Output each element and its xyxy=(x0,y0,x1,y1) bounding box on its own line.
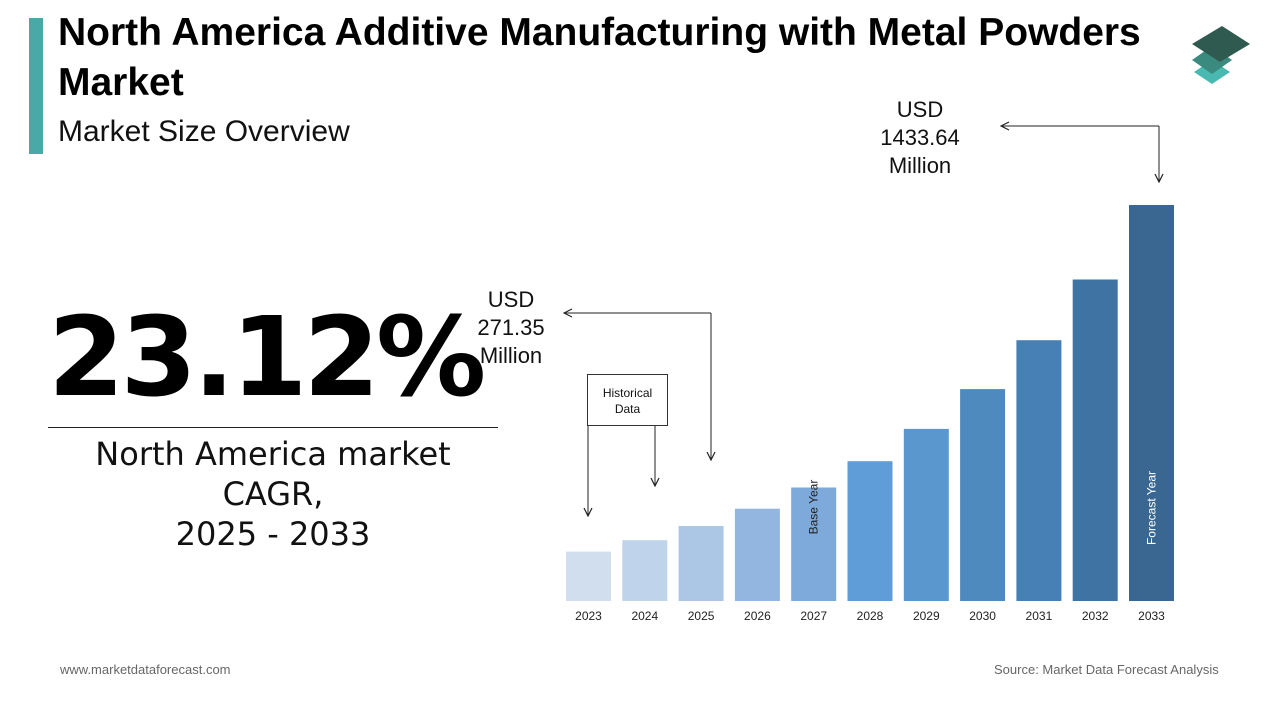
callout-2025-currency: USD xyxy=(487,287,535,312)
callout-2033-amount: 1433.64 xyxy=(880,125,960,150)
callout-2033-value: USD 1433.64 Million xyxy=(862,96,978,180)
bar-2027 xyxy=(791,487,837,601)
x-tick-label-2032: 2032 xyxy=(1082,609,1109,623)
bar-2023 xyxy=(566,551,611,601)
bar-2031 xyxy=(1016,340,1062,601)
x-tick-label-2031: 2031 xyxy=(1026,609,1053,623)
historical-label-line1: Historical xyxy=(602,386,653,400)
bar-2028 xyxy=(847,461,893,601)
x-tick-label-2033: 2033 xyxy=(1138,609,1165,623)
bar-2033 xyxy=(1129,205,1174,601)
x-tick-label-2025: 2025 xyxy=(688,609,715,623)
cagr-caption-line1: North America market xyxy=(95,435,451,473)
historical-label-line2: Data xyxy=(614,402,641,416)
bar-2025 xyxy=(678,526,724,601)
bar-2030 xyxy=(960,389,1006,601)
page-subtitle: Market Size Overview xyxy=(58,115,350,148)
footer-source: Source: Market Data Forecast Analysis xyxy=(994,662,1219,677)
cagr-caption: North America market CAGR, 2025 - 2033 xyxy=(48,434,498,554)
callout-2025-amount: 271.35 xyxy=(477,315,545,340)
callout-2025-value: USD 271.35 Million xyxy=(466,286,556,370)
bar-2029 xyxy=(903,428,949,601)
x-tick-label-2027: 2027 xyxy=(800,609,827,623)
bar-label-2027: Base Year xyxy=(807,480,821,535)
bar-2024 xyxy=(622,540,668,601)
cagr-caption-line3: 2025 - 2033 xyxy=(175,515,371,553)
bar-label-2033: Forecast Year xyxy=(1145,471,1159,545)
x-tick-label-2026: 2026 xyxy=(744,609,771,623)
cagr-caption-line2: CAGR, xyxy=(222,475,324,513)
footer-website: www.marketdataforecast.com xyxy=(60,662,231,677)
callout-2025-unit: Million xyxy=(479,343,543,368)
title-accent-bar xyxy=(29,18,43,154)
x-tick-label-2024: 2024 xyxy=(631,609,658,623)
stacked-layers-icon xyxy=(1192,26,1250,84)
cagr-divider xyxy=(48,427,498,428)
bar-2026 xyxy=(734,508,780,601)
x-tick-label-2030: 2030 xyxy=(969,609,996,623)
bar-2032 xyxy=(1072,279,1118,601)
x-tick-label-2029: 2029 xyxy=(913,609,940,623)
x-tick-label-2028: 2028 xyxy=(857,609,884,623)
callout-2033-currency: USD xyxy=(896,97,944,122)
x-tick-label-2023: 2023 xyxy=(575,609,602,623)
cagr-value: 23.12% xyxy=(48,293,486,421)
page-title: North America Additive Manufacturing wit… xyxy=(58,11,1141,104)
callout-2033-unit: Million xyxy=(888,153,952,178)
historical-data-box: Historical Data xyxy=(587,374,668,426)
